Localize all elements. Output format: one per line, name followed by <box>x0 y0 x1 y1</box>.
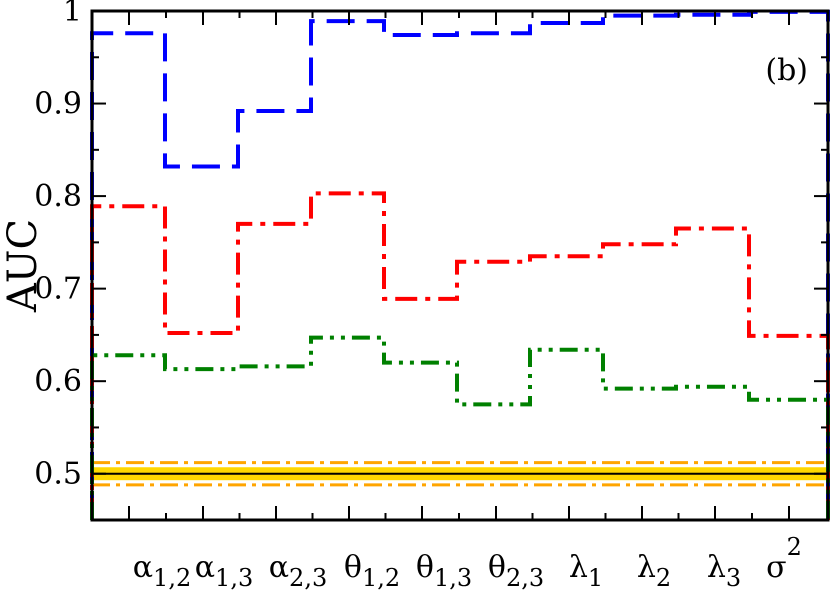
y-tick-label: 0.8 <box>34 179 82 214</box>
x-tick-label-base: θ <box>488 550 506 585</box>
series-line-3 <box>90 335 830 520</box>
x-axis: α1,2 α1,3 α2,3 θ1,2 θ1,3 θ2,3 λ1 λ2 λ3 σ2 <box>128 11 802 592</box>
x-tick-label-base: λ <box>637 550 656 585</box>
y-tick-label: 0.7 <box>34 272 82 307</box>
x-tick-label-base: α <box>195 550 215 585</box>
x-tick-label-subscript: 3 <box>726 564 741 592</box>
x-tick-label-base: α <box>133 550 153 585</box>
x-tick-label-subscript: 1,2 <box>153 564 191 592</box>
x-tick-label-base: σ <box>766 550 786 585</box>
x-tick-label-subscript: 2,3 <box>289 564 327 592</box>
plot-frame <box>90 9 830 522</box>
y-tick-label: 0.9 <box>34 87 82 122</box>
x-tick-label-base: θ <box>416 550 434 585</box>
x-tick-label: σ2 <box>766 533 802 585</box>
x-tick-label: λ1 <box>569 550 603 592</box>
x-tick-label-base: α <box>269 550 289 585</box>
x-tick-label-subscript: 2 <box>656 564 671 592</box>
x-tick-label: α1,2 <box>133 550 191 592</box>
x-tick-label-subscript: 1 <box>588 564 603 592</box>
y-axis-title: AUC <box>0 219 46 313</box>
panel-label: (b) <box>765 53 808 88</box>
y-tick-label: 0.6 <box>34 364 82 399</box>
y-tick-label: 0.5 <box>34 457 82 492</box>
x-tick-label: θ1,3 <box>416 550 472 592</box>
x-tick-label-base: θ <box>344 550 362 585</box>
y-axis: 0.5 0.6 0.7 0.8 0.9 1 <box>34 0 828 492</box>
y-tick-label: 1 <box>63 0 82 29</box>
x-tick-label: λ2 <box>637 550 671 592</box>
x-tick-label-subscript: 1,2 <box>362 564 400 592</box>
x-tick-label-subscript: 2,3 <box>506 564 544 592</box>
x-tick-label: λ3 <box>707 550 741 592</box>
x-tick-label-base: λ <box>569 550 588 585</box>
chance-baseline-group <box>92 461 828 487</box>
series-line-1 <box>90 9 830 520</box>
x-tick-label-superscript: 2 <box>787 533 802 561</box>
x-tick-label: α1,3 <box>195 550 253 592</box>
x-tick-label: θ2,3 <box>488 550 544 592</box>
x-tick-label: α2,3 <box>269 550 327 592</box>
x-tick-label: θ1,2 <box>344 550 400 592</box>
series-group <box>90 9 830 520</box>
x-tick-label-subscript: 1,3 <box>215 564 253 592</box>
x-tick-label-subscript: 1,3 <box>434 564 472 592</box>
x-tick-label-base: λ <box>707 550 726 585</box>
